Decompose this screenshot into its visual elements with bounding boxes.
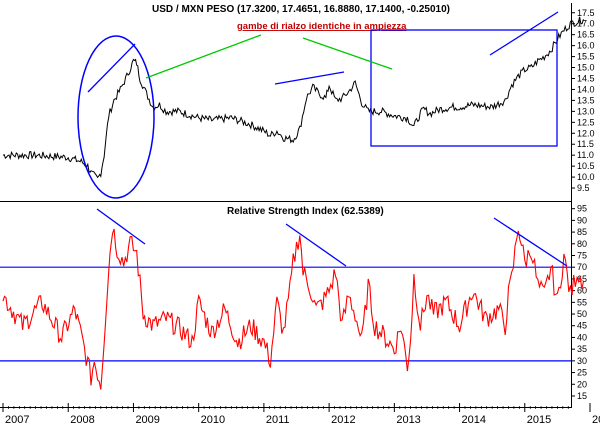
rsi-trendline-2015 [493,217,568,267]
rsi-line [2,228,585,390]
price-tick-label: 9.5 [577,183,590,193]
price-tick-label: 14.0 [577,84,595,94]
x-tick-label: 2008 [70,414,94,426]
green-line-right [302,37,393,70]
price-tick-label: 14.5 [577,73,595,83]
price-tick-label: 10.5 [577,161,595,171]
rsi-tick-label: 25 [577,368,587,378]
price-annotation-text: gambe di rialzo identiche in ampiezza [237,21,407,32]
rsi-tick-label: 50 [577,309,587,319]
price-tick-label: 15.5 [577,52,595,62]
rsi-reference-lines [0,266,571,362]
price-series [2,16,584,179]
rsi-trendline-2009 [96,208,146,245]
rsi-series [2,228,585,390]
rsi-chart-title: Relative Strength Index (62.5389) [227,206,384,217]
rsi-tick-label: 65 [577,274,587,284]
price-line [2,16,584,179]
blue-trendline-2008 [87,43,136,93]
rsi-tick-label: 75 [577,251,587,261]
price-tick-label: 16.0 [577,41,595,51]
price-tick-label: 12.5 [577,117,595,127]
price-panel: USD / MXN PESO (17.3200, 17.4651, 16.888… [2,4,595,199]
rsi-tick-label: 80 [577,239,587,249]
rsi-tick-label: 30 [577,356,587,366]
blue-trendline-2015 [489,11,559,56]
rsi-tick-label: 85 [577,227,587,237]
price-y-axis: 9.510.010.511.011.512.012.513.013.514.01… [571,8,595,193]
rsi-panel: Relative Strength Index (62.5389) 15 2025… [0,204,587,401]
rsi-tick-label: 15 [577,391,587,401]
x-tick-label: 2009 [135,414,159,426]
price-chart-title: USD / MXN PESO (17.3200, 17.4651, 16.888… [152,4,450,15]
price-tick-label: 13.0 [577,106,595,116]
x-tick-label: 2010 [201,414,225,426]
price-tick-label: 15.0 [577,63,595,73]
rsi-tick-label: 55 [577,297,587,307]
x-tick-label: 2012 [331,414,355,426]
x-tick-label: 2015 [527,414,551,426]
rsi-tick-label: 95 [577,204,587,214]
rsi-tick-label: 20 [577,379,587,389]
price-tick-label: 10.0 [577,172,595,182]
rsi-tick-label: 60 [577,286,587,296]
x-tick-label: 2014 [462,414,486,426]
rsi-tick-label: 90 [577,215,587,225]
price-tick-label: 17.5 [577,8,595,18]
x-tick-label: 20 [592,414,600,426]
price-tick-label: 13.5 [577,95,595,105]
blue-ellipse-2008-2009 [77,35,155,199]
blue-box-2013-2015 [370,29,558,147]
green-line-left [145,34,262,79]
time-x-axis: 2007 2008 2009 2010 2011 2012 2013 2014 2015 20 [2,403,600,426]
price-tick-label: 11.0 [577,150,594,160]
price-tick-label: 12.0 [577,128,595,138]
rsi-trendline-2011 [285,223,347,267]
price-tick-label: 11.5 [577,139,594,149]
price-tick-label: 17.0 [577,19,595,29]
x-tick-label: 2013 [396,414,420,426]
price-tick-label: 16.5 [577,30,595,40]
blue-trendline-2012 [274,71,345,85]
rsi-tick-label: 70 [577,262,587,272]
rsi-tick-label: 40 [577,332,587,342]
rsi-tick-label: 45 [577,321,587,331]
x-tick-label: 2007 [5,414,29,426]
rsi-tick-label: 35 [577,344,587,354]
x-tick-label: 2011 [266,414,290,426]
